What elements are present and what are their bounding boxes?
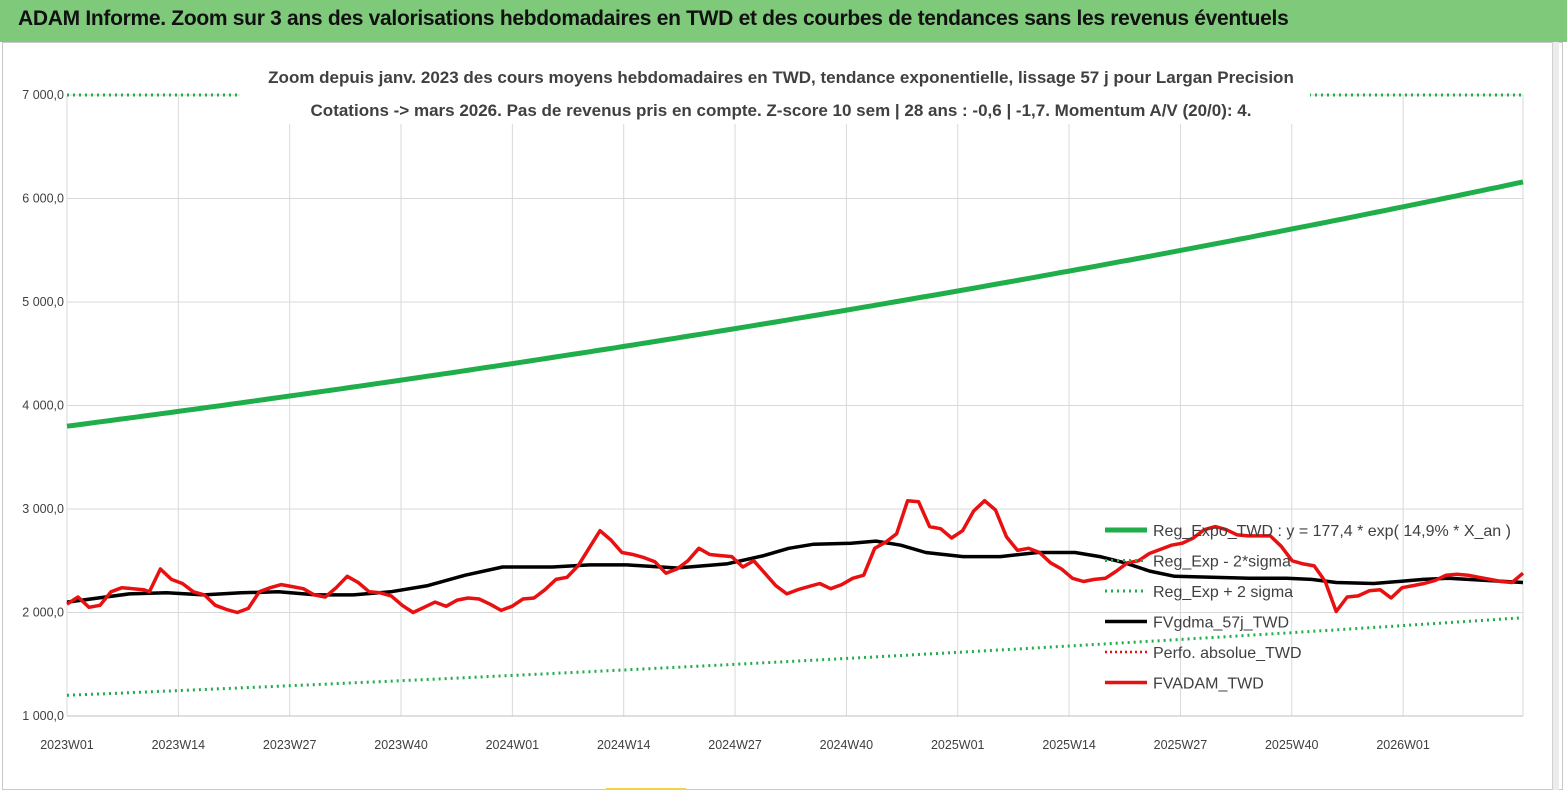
legend-label: Reg_Expo_TWD : y = 177,4 * exp( 14,9% * … (1153, 523, 1511, 540)
legend-label: Reg_Exp - 2*sigma (1153, 554, 1291, 571)
series-gdma (66, 539, 1524, 604)
x-tick-label: 2023W27 (263, 738, 317, 752)
x-tick-label: 2025W40 (1265, 738, 1319, 752)
chart-title-line1: Zoom depuis janv. 2023 des cours moyens … (268, 68, 1294, 87)
x-axis: 2023W01 2023W14 2023W27 2023W40 2024W01 2024W… (40, 738, 1430, 752)
x-tick-label: 2025W27 (1154, 738, 1208, 752)
y-tick-label: 3 000,0 (22, 502, 64, 516)
chart-title-line2: Cotations -> mars 2026. Pas de revenus p… (311, 101, 1252, 120)
series-reg-expo (66, 179, 1524, 429)
y-tick-label: 7 000,0 (22, 88, 64, 102)
selection-marker (606, 788, 686, 790)
y-tick-label: 4 000,0 (22, 399, 64, 413)
x-tick-label: 2024W01 (486, 738, 540, 752)
series-reg-minus-2sigma (66, 616, 1524, 697)
x-tick-label: 2024W14 (597, 738, 651, 752)
y-tick-label: 2 000,0 (22, 606, 64, 620)
x-tick-label: 2025W01 (931, 738, 985, 752)
x-tick-label: 2026W01 (1376, 738, 1430, 752)
banner-title: ADAM Informe. Zoom sur 3 ans des valoris… (18, 7, 1289, 30)
legend-label: FVADAM_TWD (1153, 676, 1264, 693)
x-tick-label: 2023W14 (152, 738, 206, 752)
subtitle-background (240, 60, 1310, 124)
y-tick-label: 6 000,0 (22, 192, 64, 206)
x-tick-label: 2024W40 (820, 738, 874, 752)
scrollbar-edge[interactable] (1552, 42, 1559, 790)
grid-lines (66, 94, 1524, 717)
legend-label: Perfo. absolue_TWD (1153, 645, 1302, 662)
x-tick-label: 2024W27 (708, 738, 762, 752)
series-adam (66, 498, 1525, 615)
chart-frame (2, 42, 1563, 790)
series-layer (66, 93, 1525, 697)
y-tick-label: 1 000,0 (22, 709, 64, 723)
legend-label: Reg_Exp + 2 sigma (1153, 584, 1293, 601)
y-axis: 1 000,0 2 000,0 3 000,0 4 000,0 5 000,0 6 000… (22, 88, 64, 723)
legend-label: FVgdma_57j_TWD (1153, 615, 1289, 632)
y-tick-label: 5 000,0 (22, 295, 64, 309)
title-banner: ADAM Informe. Zoom sur 3 ans des valoris… (0, 0, 1567, 42)
x-tick-label: 2023W01 (40, 738, 94, 752)
x-tick-label: 2025W14 (1042, 738, 1096, 752)
x-tick-label: 2023W40 (374, 738, 428, 752)
legend: Reg_Expo_TWD : y = 177,4 * exp( 14,9% * … (1105, 523, 1511, 693)
